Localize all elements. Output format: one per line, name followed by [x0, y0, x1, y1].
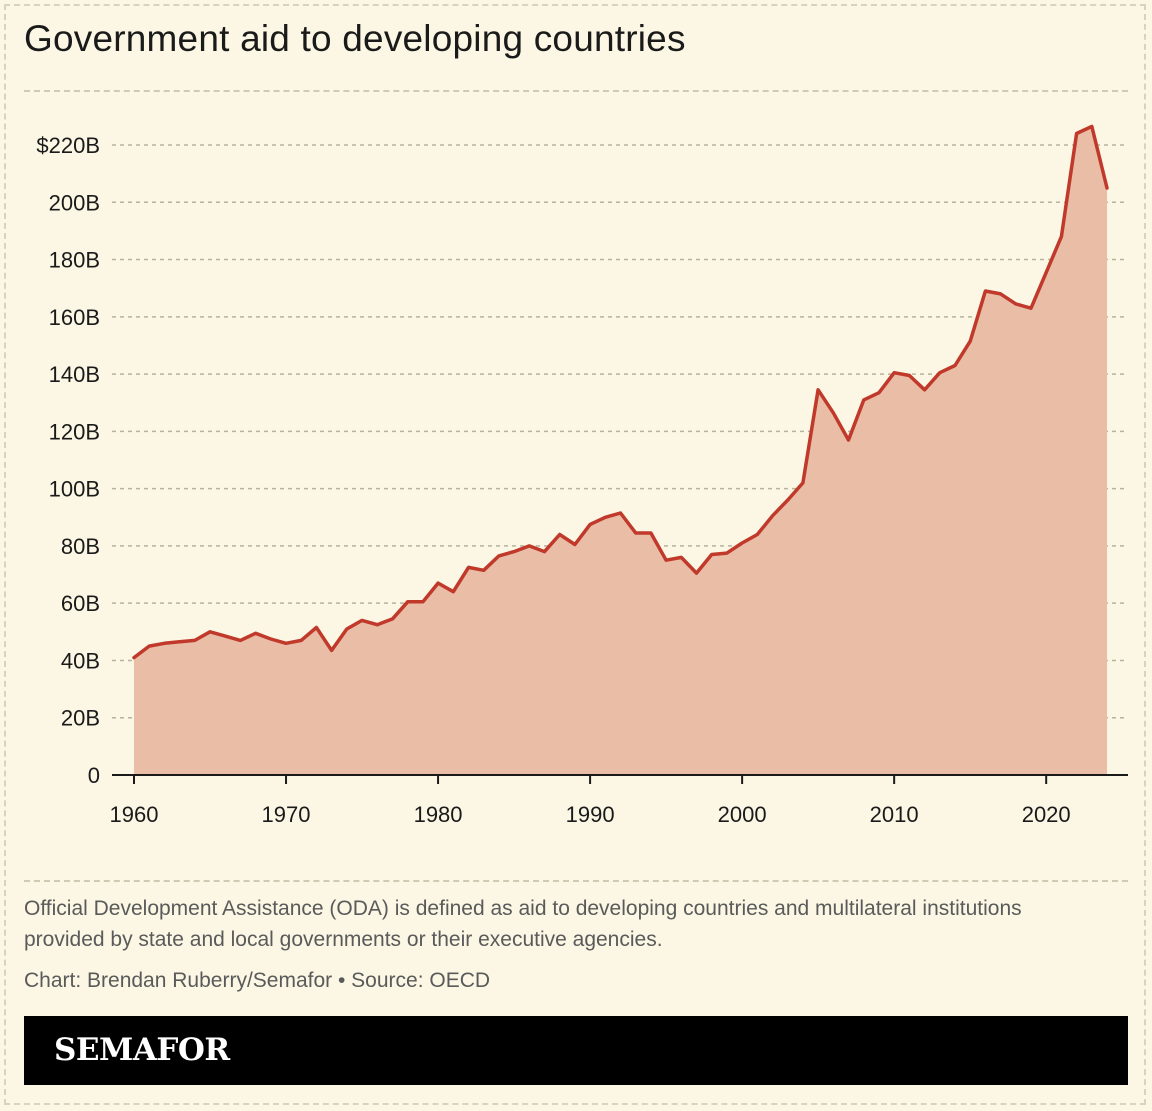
x-tick-label: 1970: [262, 802, 311, 827]
y-tick-label: 0: [88, 763, 100, 788]
y-tick-label: 20B: [61, 706, 100, 731]
series-fill: [134, 126, 1107, 775]
y-tick-label: 120B: [49, 419, 100, 444]
y-tick-label: 140B: [49, 362, 100, 387]
series-area: [132, 124, 1109, 775]
y-tick-label: 80B: [61, 534, 100, 559]
chart-area: 0 20B 40B 60B 80B 100B 120B 140B 160B 180B 200B $22…: [36, 124, 1128, 827]
x-tick-label: 1990: [566, 802, 615, 827]
footnote-text: Official Development Assistance (ODA) is…: [24, 897, 1022, 951]
x-tick-label: 1980: [414, 802, 463, 827]
y-tick-label: 180B: [49, 248, 100, 273]
chart-title: Government aid to developing countries: [24, 18, 686, 59]
top-divider: [24, 90, 1128, 92]
x-tick-label: 2020: [1022, 802, 1071, 827]
footnote-divider: [24, 880, 1128, 882]
y-tick-label: $220B: [36, 133, 100, 158]
x-tick-label: 2000: [718, 802, 767, 827]
x-tick-label: 2010: [870, 802, 919, 827]
y-tick-label: 40B: [61, 648, 100, 673]
tick-labels: 0 20B 40B 60B 80B 100B 120B 140B 160B 180B 200B $22…: [36, 133, 1070, 827]
x-tick-label: 1960: [110, 802, 159, 827]
y-tick-label: 200B: [49, 190, 100, 215]
y-tick-label: 100B: [49, 477, 100, 502]
page-frame: [4, 4, 1146, 1105]
semafor-logo: SEMAFOR: [54, 1032, 230, 1068]
source-credit: Chart: Brendan Ruberry/Semafor • Source:…: [24, 969, 491, 992]
brand-bar: SEMAFOR: [24, 1016, 1128, 1085]
y-tick-label: 160B: [49, 305, 100, 330]
series-line: [132, 124, 1109, 660]
y-tick-label: 60B: [61, 591, 100, 616]
axes: [112, 774, 1128, 784]
